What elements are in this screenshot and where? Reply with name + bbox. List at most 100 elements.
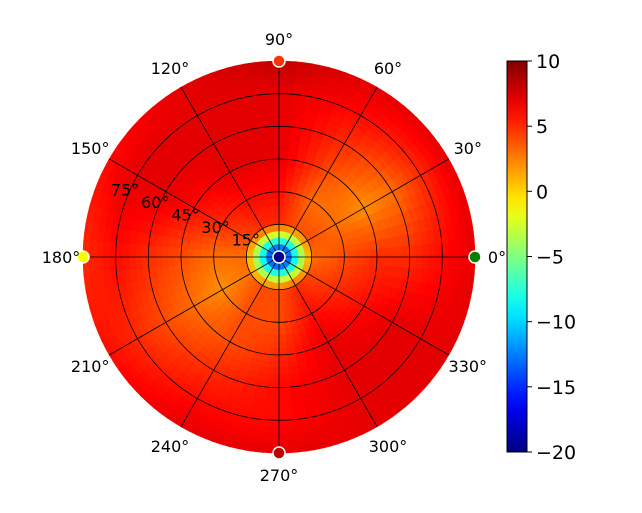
point-marker	[272, 446, 286, 460]
heat-cell	[262, 432, 282, 441]
polar-grid	[83, 61, 475, 453]
heat-cell	[266, 393, 281, 402]
heat-cell	[277, 112, 292, 121]
heat-cell	[265, 406, 281, 415]
heat-cell	[180, 248, 189, 259]
theta-tick-label: 60°	[374, 59, 402, 78]
heat-cell	[154, 245, 163, 259]
heat-cell	[276, 80, 295, 89]
colorbar-tick-label: 0	[536, 181, 548, 203]
theta-grid-line	[278, 256, 449, 356]
heat-cell	[89, 256, 98, 276]
point-marker	[272, 250, 286, 264]
theta-tick-label: 240°	[151, 437, 190, 456]
theta-tick-label: 180°	[42, 248, 81, 267]
theta-grid-line	[180, 256, 280, 427]
heat-cell	[276, 93, 294, 102]
heat-cell	[376, 255, 384, 267]
point-marker	[468, 250, 482, 264]
theta-tick-label: 150°	[71, 139, 110, 158]
heat-cell	[277, 152, 289, 160]
theta-grid-line	[180, 87, 280, 258]
heat-cell	[265, 399, 281, 408]
r-tick-labels: 15°30°45°60°75°	[111, 181, 260, 250]
theta-tick-label: 300°	[369, 437, 408, 456]
heat-cell	[266, 386, 281, 395]
heatmap-layer	[82, 60, 476, 454]
heat-cell	[277, 126, 291, 134]
heat-cell	[421, 255, 430, 271]
heat-cell	[167, 246, 176, 259]
r-tick-label: 30°	[201, 218, 229, 237]
heat-cell	[263, 419, 282, 428]
heat-cell	[277, 139, 290, 147]
heat-cell	[402, 255, 410, 269]
heat-cell	[382, 255, 391, 268]
heat-cell	[115, 242, 124, 260]
heat-cell	[276, 86, 295, 95]
heat-cell	[260, 67, 280, 76]
theta-tick-labels: 0° 30° 60° 90° 120° 150° 180° 210° 240° 270° 300° 3…	[42, 30, 506, 485]
colorbar-tick-label: 10	[536, 51, 560, 73]
theta-tick-label: 270°	[260, 466, 299, 485]
heat-cell	[277, 132, 291, 141]
heat-cell	[268, 360, 281, 369]
heat-cell	[95, 240, 104, 260]
theta-grid-line	[109, 158, 280, 258]
heat-cell	[270, 347, 281, 356]
heat-cell	[267, 373, 281, 382]
heat-cell	[389, 255, 397, 268]
heat-cell	[102, 241, 111, 260]
heat-cell	[141, 244, 150, 259]
heat-cell	[262, 438, 282, 447]
heat-cell	[395, 255, 404, 269]
heat-cell	[148, 245, 156, 259]
heat-cell	[369, 255, 378, 266]
heat-cell	[108, 241, 117, 260]
theta-grid-line	[278, 158, 449, 258]
theta-tick-label: 30°	[454, 139, 482, 158]
theta-tick-label: 120°	[151, 59, 190, 78]
heat-cell	[276, 73, 296, 82]
heat-cell	[441, 254, 450, 273]
heat-cell	[174, 247, 182, 259]
heat-cell	[460, 238, 469, 258]
heat-cell	[121, 243, 130, 259]
heat-cell	[263, 425, 282, 434]
theta-grid-line	[109, 256, 280, 356]
r-tick-label: 75°	[111, 181, 139, 200]
colorbar-bar	[506, 60, 528, 453]
colorbar-tick-label: −15	[536, 377, 576, 399]
heat-cell	[134, 244, 143, 259]
theta-grid-line	[278, 87, 378, 258]
heat-cell	[277, 106, 293, 115]
heat-cell	[460, 254, 469, 274]
heat-cell	[89, 240, 98, 260]
heat-cell	[276, 67, 296, 76]
heat-cell	[128, 243, 137, 259]
r-tick-label: 45°	[171, 206, 199, 225]
heat-cell	[269, 354, 281, 362]
heat-cell	[267, 380, 281, 388]
colorbar-tick-label: 5	[536, 116, 548, 138]
heat-cell	[277, 158, 288, 167]
heat-cell	[415, 255, 424, 270]
heat-cell	[408, 255, 417, 270]
theta-tick-label: 330°	[449, 357, 488, 376]
point-marker	[272, 54, 286, 68]
r-tick-label: 15°	[232, 231, 260, 250]
r-tick-label: 60°	[141, 193, 169, 212]
point-marker	[76, 250, 90, 264]
heat-cell	[277, 119, 292, 128]
heat-cell	[277, 99, 293, 108]
heat-cell	[454, 254, 463, 274]
marker-layer	[76, 54, 482, 460]
theta-grid-line	[278, 256, 378, 427]
heat-cell	[428, 255, 437, 271]
theta-tick-label: 0°	[488, 248, 506, 267]
heat-cell	[268, 367, 281, 375]
heat-cell	[434, 254, 443, 272]
heat-cell	[264, 412, 282, 421]
heat-cell	[161, 246, 169, 259]
